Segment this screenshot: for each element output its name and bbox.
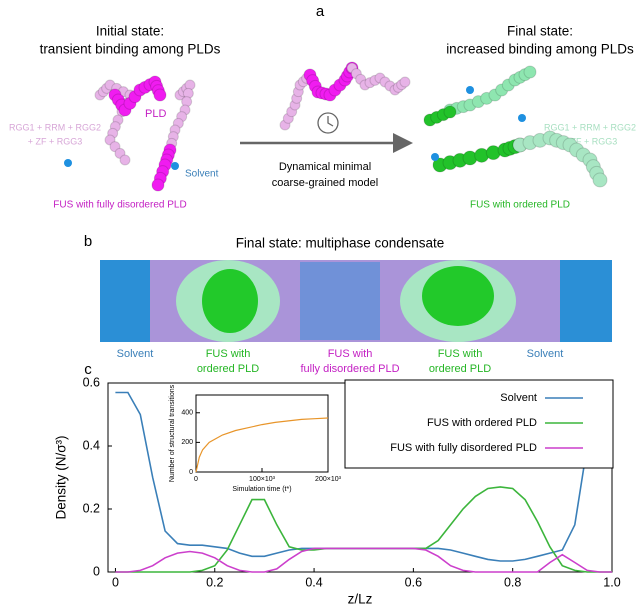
x-axis-label: Simulation time (t*) xyxy=(232,486,291,493)
y-axis-label: Density (N/σ³) xyxy=(54,435,69,519)
y-axis-label: Number of structural transitions xyxy=(169,384,176,482)
domain-label: RGG1 + RRM + RGG2 xyxy=(9,122,101,132)
bead xyxy=(151,178,165,192)
solvent-bead xyxy=(518,114,526,122)
ordered-core xyxy=(422,266,494,326)
region-label: FUS with xyxy=(438,348,483,360)
solvent-bead xyxy=(466,86,474,94)
y-tick-label: 0.2 xyxy=(83,501,100,515)
legend-label: FUS with ordered PLD xyxy=(427,417,537,429)
legend-label: Solvent xyxy=(500,392,537,404)
clock-icon xyxy=(317,112,339,134)
panel-label: a xyxy=(316,3,325,20)
panel-b-title: Final state: multiphase condensate xyxy=(236,236,445,251)
bead xyxy=(443,105,457,119)
region-labels: Solvent FUS with ordered PLD FUS with fully … xyxy=(117,348,564,375)
molecule-illustrations xyxy=(64,61,608,192)
arrow-caption: Dynamical minimal xyxy=(279,161,371,173)
right-title: increased binding among PLDs xyxy=(446,42,634,57)
x-tick-label: 0.2 xyxy=(206,575,223,589)
solvent-bead xyxy=(64,159,72,167)
bead xyxy=(153,88,167,102)
x-tick-label: 0.6 xyxy=(405,575,422,589)
y-tick-label: 0.6 xyxy=(83,375,100,389)
y-tick-label: 400 xyxy=(181,410,193,417)
solvent-label: Solvent xyxy=(185,169,219,180)
domain-label: + ZF + RGG3 xyxy=(563,136,618,146)
legend-label: FUS with fully disordered PLD xyxy=(390,442,537,454)
y-tick-label: 0 xyxy=(93,564,100,578)
x-tick-label: 0.4 xyxy=(305,575,322,589)
clock-icon xyxy=(327,116,334,127)
solvent-bead xyxy=(171,162,179,170)
x-tick-label: 100×10³ xyxy=(249,476,276,483)
right-title: Final state: xyxy=(507,24,573,39)
caption: FUS with fully disordered PLD xyxy=(53,200,186,211)
region-label: fully disordered PLD xyxy=(300,363,399,375)
x-tick-label: 1.0 xyxy=(603,575,620,589)
density-chart: 0 0.2 0.4 0.6 0.8 1.0 0 0.2 0.4 0.6 z/Lz Density (N… xyxy=(54,375,621,606)
bead xyxy=(523,65,537,79)
pld-label: PLD xyxy=(145,108,166,120)
region-label: ordered PLD xyxy=(429,363,491,375)
y-tick-label: 0.4 xyxy=(83,438,100,452)
legend-box xyxy=(344,379,614,469)
y-tick-label: 0 xyxy=(189,469,193,476)
region-label: ordered PLD xyxy=(197,363,259,375)
x-tick-label: 0.8 xyxy=(504,575,521,589)
series-line xyxy=(115,547,612,573)
x-axis-label: z/Lz xyxy=(348,592,373,607)
x-tick-label: 0 xyxy=(112,575,119,589)
region-label: FUS with xyxy=(206,348,251,360)
bead xyxy=(399,76,411,88)
ordered-core xyxy=(202,269,258,333)
caption: FUS with ordered PLD xyxy=(470,200,570,211)
domain-label: RGG1 + RRM + RGG2 xyxy=(544,122,636,132)
left-title: transient binding among PLDs xyxy=(40,42,221,57)
left-title: Initial state: xyxy=(96,24,164,39)
y-tick-label: 200 xyxy=(181,439,193,446)
plot-frame xyxy=(195,394,329,473)
arrow-caption: coarse-grained model xyxy=(272,177,378,189)
bead xyxy=(119,154,131,166)
region-label: Solvent xyxy=(117,348,154,360)
solvent-bead xyxy=(431,153,439,161)
region-label: FUS with xyxy=(328,348,373,360)
series-line xyxy=(195,417,329,473)
bead xyxy=(592,172,608,188)
x-tick-label: 200×10³ xyxy=(315,476,342,483)
condensate-snapshot xyxy=(100,260,612,342)
region-label: Solvent xyxy=(527,348,564,360)
panel-label: c xyxy=(84,361,92,378)
mixed-region xyxy=(300,262,380,340)
x-tick-label: 0 xyxy=(194,476,198,483)
panel-label: b xyxy=(84,233,92,250)
domain-label: + ZF + RGG3 xyxy=(28,136,83,146)
